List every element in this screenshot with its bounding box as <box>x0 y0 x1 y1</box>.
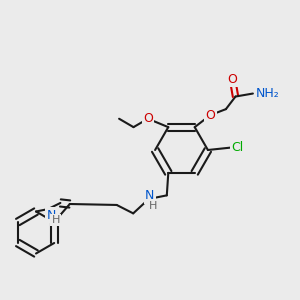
Text: O: O <box>228 73 237 85</box>
Text: Cl: Cl <box>231 141 243 154</box>
Text: N: N <box>46 208 56 222</box>
Text: H: H <box>149 201 158 211</box>
Text: O: O <box>206 109 215 122</box>
Text: O: O <box>143 112 153 125</box>
Text: NH₂: NH₂ <box>256 87 280 100</box>
Text: N: N <box>145 190 154 202</box>
Text: H: H <box>52 215 60 225</box>
